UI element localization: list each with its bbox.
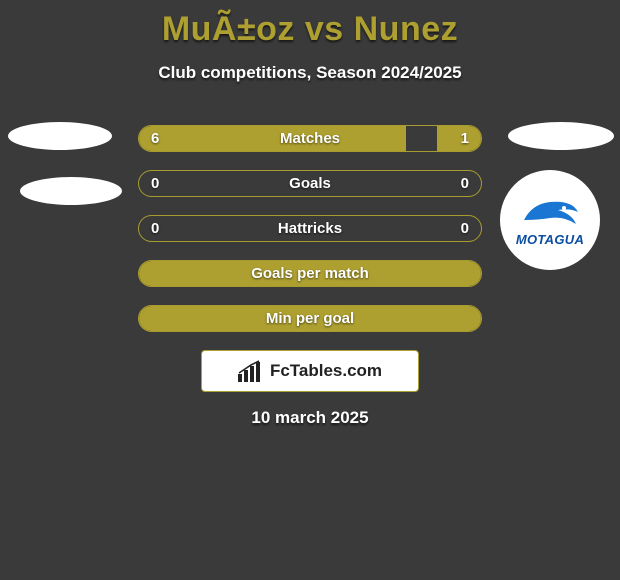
stat-row-matches: 6 Matches 1 [138, 125, 482, 152]
brand-box: FcTables.com [201, 350, 419, 392]
eagle-icon [518, 194, 582, 234]
bar-chart-icon [238, 360, 264, 382]
stat-label: Hattricks [139, 216, 481, 241]
subtitle: Club competitions, Season 2024/2025 [0, 63, 620, 83]
player-left-shape-1 [8, 122, 112, 150]
stat-row-min-per-goal: Min per goal [138, 305, 482, 332]
stat-row-hattricks: 0 Hattricks 0 [138, 215, 482, 242]
brand-text: FcTables.com [270, 361, 382, 381]
club-badge-right: MOTAGUA [500, 170, 600, 270]
stat-label: Goals [139, 171, 481, 196]
stat-right-value: 1 [461, 126, 469, 151]
player-left-shape-2 [20, 177, 122, 205]
stat-right-value: 0 [461, 171, 469, 196]
stat-label: Goals per match [139, 261, 481, 286]
date-text: 10 march 2025 [0, 408, 620, 428]
page-title: MuÃ±oz vs Nunez [0, 0, 620, 49]
stat-label: Matches [139, 126, 481, 151]
stat-label: Min per goal [139, 306, 481, 331]
club-badge-text: MOTAGUA [516, 232, 584, 247]
stat-row-goals-per-match: Goals per match [138, 260, 482, 287]
player-right-shape [508, 122, 614, 150]
stat-right-value: 0 [461, 216, 469, 241]
stat-row-goals: 0 Goals 0 [138, 170, 482, 197]
